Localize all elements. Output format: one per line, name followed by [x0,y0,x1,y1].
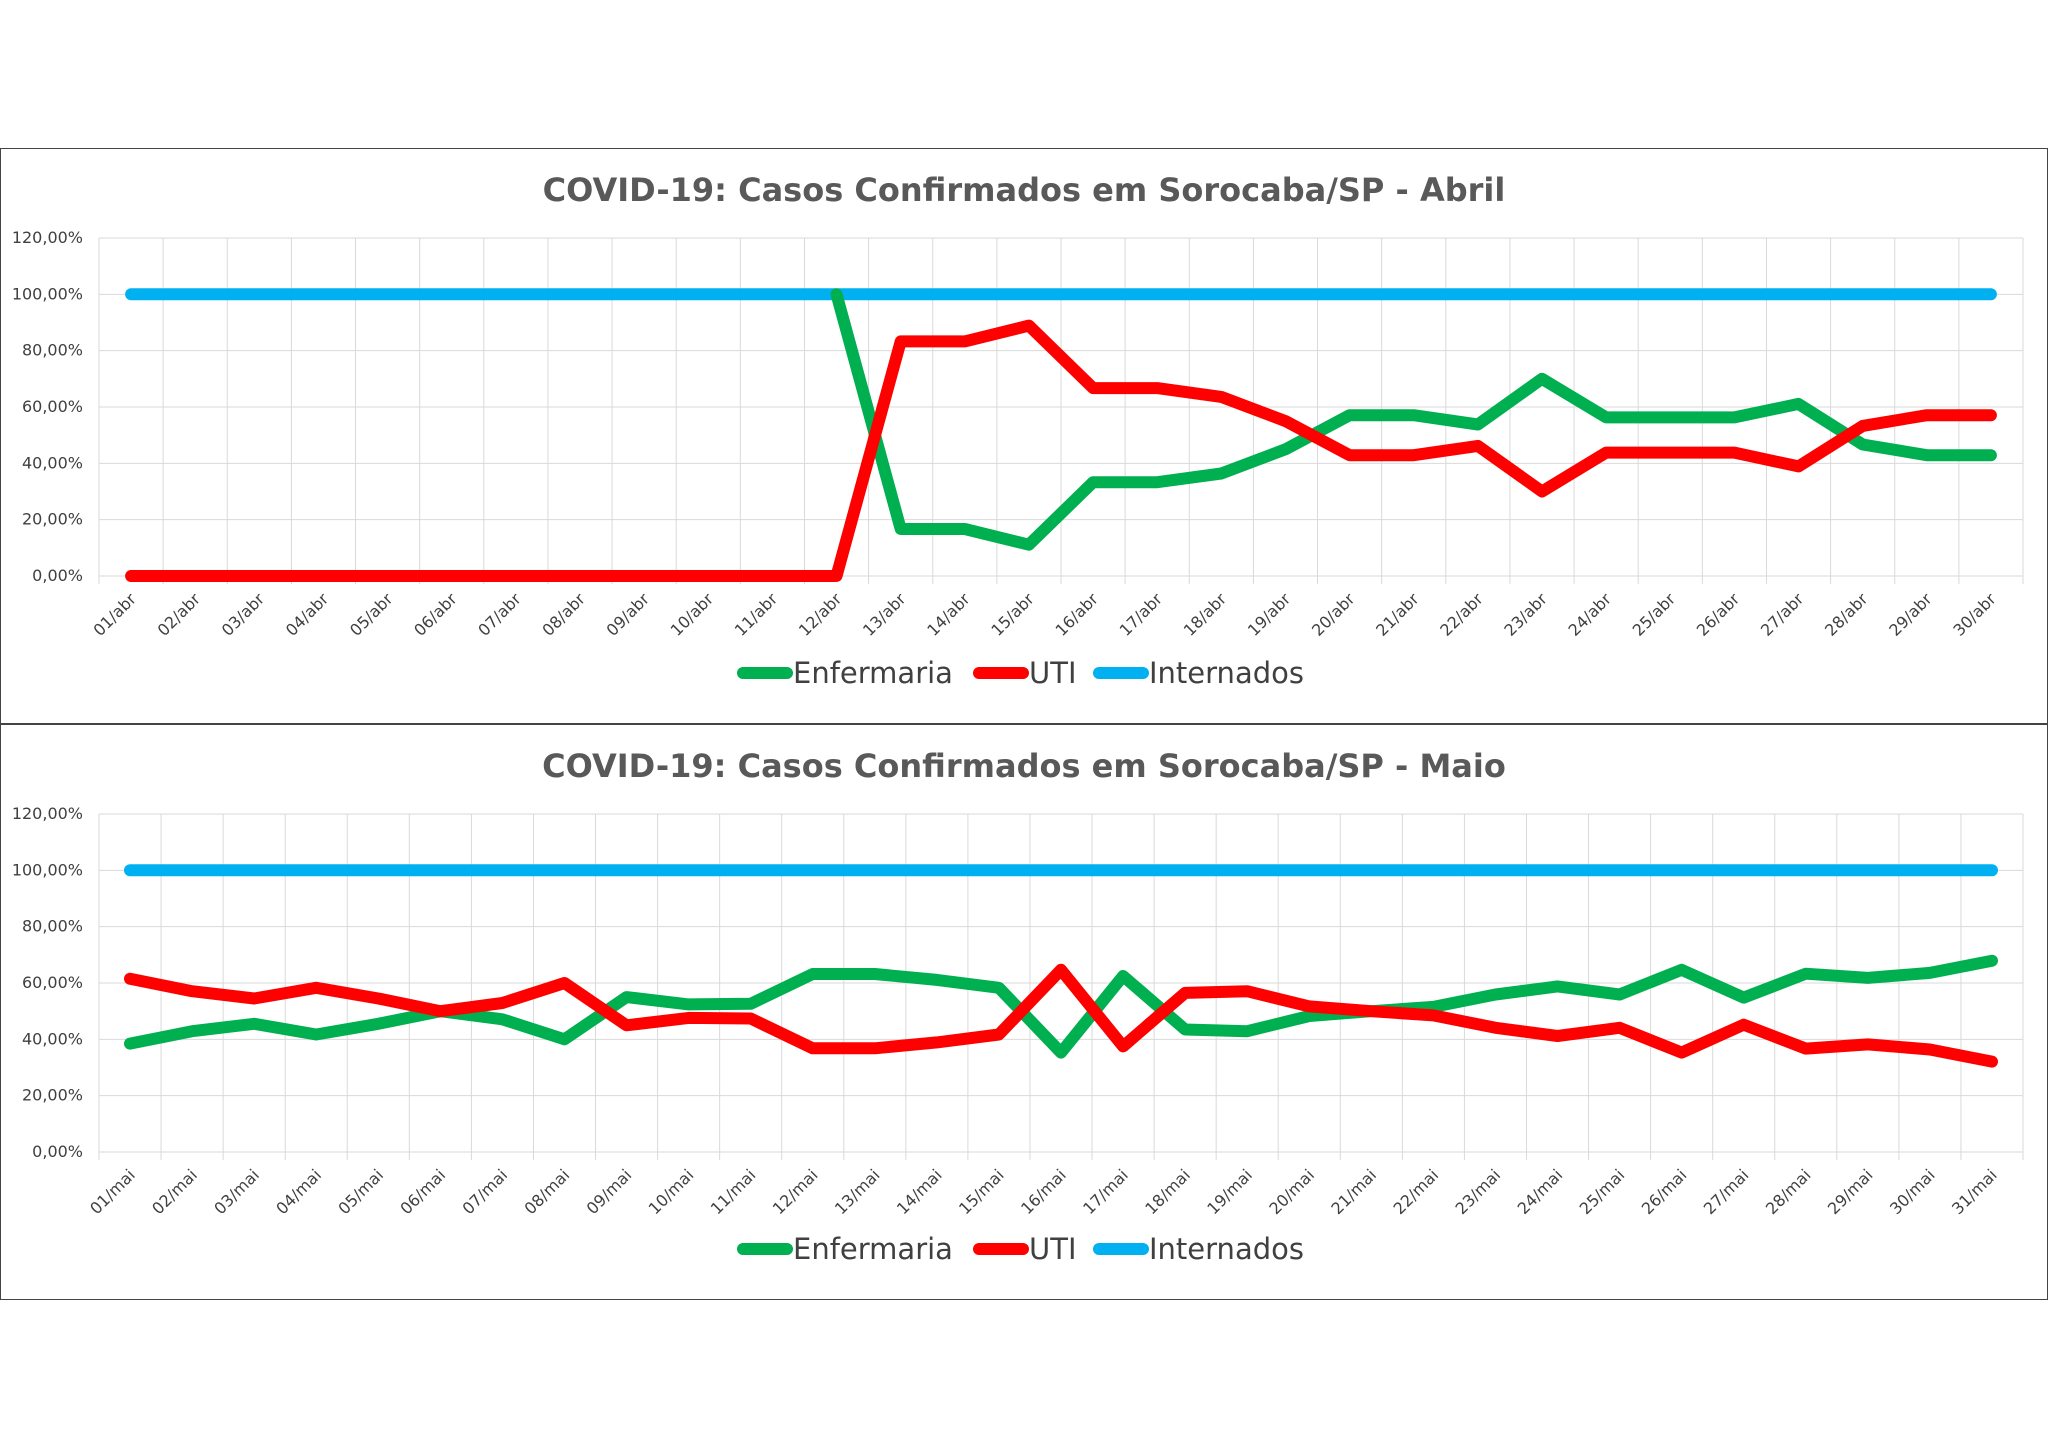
x-tick-label: 16/abr [1051,589,1102,640]
x-tick-label: 29/abr [1885,589,1936,640]
x-tick-label: 08/abr [538,589,589,640]
x-tick-label: 24/mai [1514,1165,1567,1218]
x-tick-label: 24/abr [1565,589,1616,640]
x-tick-label: 01/abr [89,589,140,640]
y-tick-label: 80,00% [22,341,83,360]
x-tick-label: 04/mai [272,1165,325,1218]
legend-label-enfermaria: Enfermaria [793,656,953,690]
chart-title: COVID-19: Casos Confirmados em Sorocaba/… [542,747,1506,785]
series-line-enfermaria [830,288,1997,551]
x-tick-label: 05/abr [346,589,397,640]
x-tick-label: 13/abr [859,589,910,640]
y-tick-label: 120,00% [12,804,83,823]
x-tick-label: 04/abr [282,589,333,640]
x-tick-label: 31/mai [1948,1165,2001,1218]
x-tick-label: 03/mai [210,1165,263,1218]
x-tick-label: 20/abr [1308,589,1359,640]
x-tick-label: 08/mai [521,1165,574,1218]
legend-label-uti: UTI [1029,1232,1077,1266]
x-tick-label: 29/mai [1824,1165,1877,1218]
series-line-uti [125,319,1997,582]
x-tick-label: 27/abr [1757,589,1808,640]
y-tick-label: 100,00% [12,860,83,879]
x-tick-label: 30/mai [1886,1165,1939,1218]
x-tick-label: 15/mai [955,1165,1008,1218]
x-tick-label: 21/mai [1327,1165,1380,1218]
y-tick-label: 60,00% [22,973,83,992]
x-tick-label: 28/mai [1762,1165,1815,1218]
x-tick-label: 22/mai [1389,1165,1442,1218]
x-tick-label: 25/mai [1576,1165,1629,1218]
y-tick-label: 0,00% [32,1142,83,1161]
chart-svg-maio: COVID-19: Casos Confirmados em Sorocaba/… [12,747,2024,1266]
x-tick-label: 19/abr [1244,589,1295,640]
x-tick-label: 18/mai [1141,1165,1194,1218]
x-tick-label: 12/mai [769,1165,822,1218]
x-tick-label: 26/abr [1693,589,1744,640]
x-tick-label: 14/mai [893,1165,946,1218]
x-tick-label: 22/abr [1436,589,1487,640]
y-tick-label: 80,00% [22,917,83,936]
x-tick-label: 03/abr [218,589,269,640]
x-tick-label: 14/abr [923,589,974,640]
x-tick-label: 15/abr [987,589,1038,640]
x-tick-label: 30/abr [1949,589,2000,640]
chart-title: COVID-19: Casos Confirmados em Sorocaba/… [543,171,1506,209]
y-tick-label: 40,00% [22,1029,83,1048]
x-tick-label: 02/abr [154,589,205,640]
x-tick-label: 13/mai [831,1165,884,1218]
legend-label-internados: Internados [1149,1232,1304,1266]
x-tick-label: 23/mai [1452,1165,1505,1218]
x-tick-label: 05/mai [334,1165,387,1218]
series-line-uti [124,963,1998,1068]
x-tick-label: 16/mai [1017,1165,1070,1218]
x-tick-label: 10/mai [645,1165,698,1218]
legend-label-uti: UTI [1029,656,1077,690]
x-tick-label: 11/mai [707,1165,760,1218]
y-tick-label: 20,00% [22,510,83,529]
legend-label-internados: Internados [1149,656,1304,690]
y-tick-label: 40,00% [22,453,83,472]
x-tick-label: 09/abr [603,589,654,640]
chart-panel-maio: COVID-19: Casos Confirmados em Sorocaba/… [0,724,2048,1300]
y-tick-label: 0,00% [32,566,83,585]
y-tick-label: 100,00% [12,284,83,303]
x-tick-label: 11/abr [731,589,782,640]
x-tick-label: 07/mai [459,1165,512,1218]
x-tick-label: 25/abr [1629,589,1680,640]
x-tick-label: 06/abr [410,589,461,640]
y-tick-label: 60,00% [22,397,83,416]
x-tick-label: 19/mai [1203,1165,1256,1218]
legend-label-enfermaria: Enfermaria [793,1232,953,1266]
x-tick-label: 23/abr [1500,589,1551,640]
x-tick-label: 20/mai [1265,1165,1318,1218]
x-tick-label: 17/mai [1079,1165,1132,1218]
x-tick-label: 28/abr [1821,589,1872,640]
x-tick-label: 09/mai [583,1165,636,1218]
x-tick-label: 17/abr [1116,589,1167,640]
x-tick-label: 12/abr [795,589,846,640]
chart-svg-abril: COVID-19: Casos Confirmados em Sorocaba/… [12,171,2024,690]
x-tick-label: 01/mai [86,1165,139,1218]
x-tick-label: 26/mai [1638,1165,1691,1218]
x-tick-label: 02/mai [148,1165,201,1218]
x-tick-label: 07/abr [474,589,525,640]
x-tick-label: 21/abr [1372,589,1423,640]
y-tick-label: 120,00% [12,228,83,247]
x-tick-label: 10/abr [667,589,718,640]
x-tick-label: 27/mai [1700,1165,1753,1218]
y-tick-label: 20,00% [22,1086,83,1105]
x-tick-label: 18/abr [1180,589,1231,640]
chart-panel-abril: COVID-19: Casos Confirmados em Sorocaba/… [0,148,2048,724]
x-tick-label: 06/mai [396,1165,449,1218]
